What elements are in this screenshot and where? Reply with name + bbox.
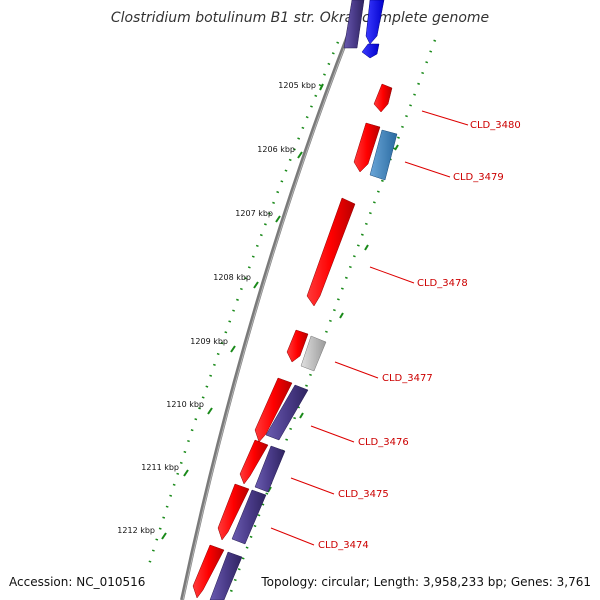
kbp-tick [183,469,189,477]
gene-label[interactable]: CLD_3475 [338,489,389,500]
gene-label[interactable]: CLD_3477 [382,373,433,384]
kbp-tick [297,151,303,159]
gene-reverse[interactable] [209,551,243,600]
leader-line [290,477,335,495]
gene-label[interactable]: CLD_3476 [358,437,409,448]
gene-reverse[interactable] [343,0,365,49]
gene-label[interactable]: CLD_3474 [318,540,369,551]
kbp-label: 1209 kbp [190,337,228,346]
gene-reverse[interactable] [231,489,267,545]
kbp-ticks [161,83,399,540]
gene-label[interactable]: CLD_3479 [453,172,504,183]
leader-line [270,527,315,546]
gene-pseudo[interactable] [300,335,327,372]
topology-text: Topology: circular; Length: 3,958,233 bp… [260,575,591,589]
leader-line [334,361,379,379]
gene-highlight[interactable] [365,0,385,45]
gene-forward[interactable] [286,329,309,363]
gene-forward[interactable] [306,197,356,307]
kbp-label: 1212 kbp [117,526,155,535]
scale-ring-right [226,39,437,600]
kbp-tick [275,215,281,223]
gene-reverse[interactable] [265,384,309,441]
ring-tick [299,412,304,419]
leader-line [310,425,355,443]
gene-forward[interactable] [192,544,225,599]
kbp-tick [207,407,213,415]
gene-reverse[interactable] [254,445,286,493]
kbp-tick [230,345,236,353]
leader-line [369,266,415,284]
gene-forward[interactable] [373,83,393,113]
genome-backbone-highlight [182,0,364,600]
gene-forward[interactable] [254,377,293,443]
ring-tick [394,144,399,151]
gene-highlight[interactable] [361,43,380,59]
kbp-tick [253,281,259,289]
leader-line [404,161,451,178]
leader-line [421,110,469,126]
map-title: Clostridium botulinum B1 str. Okra, comp… [111,10,489,26]
genome-backbone [180,0,364,600]
kbp-label: 1210 kbp [166,400,204,409]
gene-label[interactable]: CLD_3480 [470,120,521,131]
kbp-label: 1211 kbp [141,463,179,472]
gene-forward[interactable] [353,122,381,173]
kbp-label: 1208 kbp [213,273,251,282]
accession-text: Accession: NC_010516 [9,575,145,589]
kbp-tick [161,532,167,540]
gene-forward[interactable] [217,483,250,541]
kbp-label: 1205 kbp [278,81,316,90]
kbp-tick [319,83,324,91]
kbp-label: 1206 kbp [257,145,295,154]
gene-steelblue[interactable] [369,129,398,181]
gene-label[interactable]: CLD_3478 [417,278,468,289]
ring-tick [364,244,369,251]
kbp-label: 1207 kbp [235,209,273,218]
gene-forward[interactable] [239,439,269,485]
ring-tick [339,312,344,319]
